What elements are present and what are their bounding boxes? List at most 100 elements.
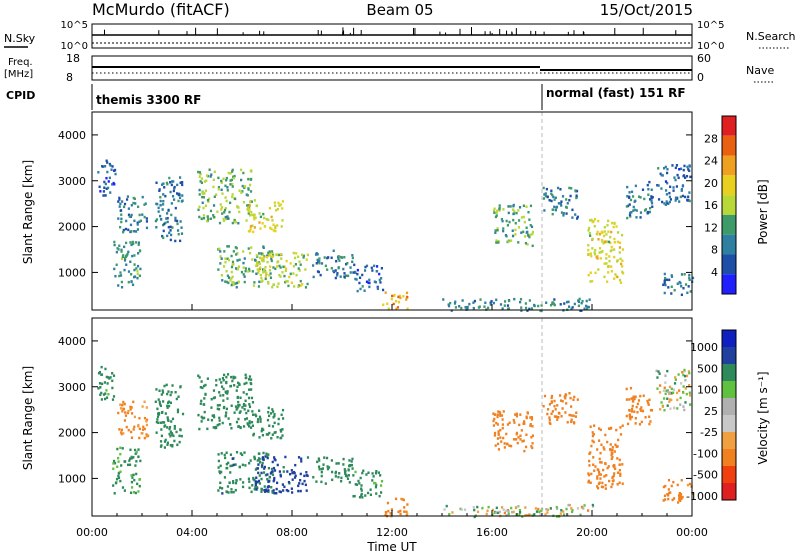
- scatter-cell: [255, 480, 258, 483]
- scatter-cell: [136, 482, 139, 486]
- scatter-cell: [169, 430, 172, 434]
- scatter-cell: [499, 412, 502, 415]
- scatter-cell: [589, 425, 592, 428]
- scatter-cell: [506, 442, 509, 446]
- scatter-cell: [199, 385, 202, 389]
- scatter-cell: [108, 377, 111, 380]
- scatter-cell: [250, 382, 253, 386]
- scatter-cell: [267, 218, 270, 222]
- scatter-cell: [218, 403, 221, 407]
- scatter-cell: [643, 209, 647, 212]
- scatter-cell: [330, 266, 333, 270]
- scatter-cell: [227, 171, 230, 175]
- scatter-cell: [593, 251, 596, 254]
- scatter-cell: [626, 195, 629, 198]
- scatter-cell: [610, 485, 613, 489]
- scatter-cell: [222, 219, 226, 222]
- scatter-cell: [248, 375, 252, 378]
- scatter-cell: [528, 307, 531, 311]
- scatter-cell: [278, 204, 281, 207]
- scatter-cell: [517, 219, 521, 222]
- scatter-cell: [514, 506, 518, 510]
- scatter-cell: [518, 513, 521, 517]
- scatter-cell: [661, 405, 665, 408]
- scatter-cell: [166, 443, 169, 446]
- scatter-cell: [230, 488, 233, 491]
- scatter-cell: [668, 195, 672, 199]
- scatter-cell: [218, 486, 222, 489]
- scatter-cell: [112, 374, 116, 377]
- scatter-cell: [380, 479, 384, 483]
- scatter-cell: [226, 189, 229, 192]
- scatter-cell: [542, 186, 545, 190]
- scatter-cell: [295, 252, 298, 255]
- scatter-cell: [107, 180, 110, 183]
- scatter-cell: [226, 373, 230, 376]
- scatter-cell: [216, 407, 219, 411]
- scatter-cell: [161, 223, 165, 227]
- scatter-cell: [155, 388, 158, 391]
- scatter-cell: [276, 463, 279, 467]
- scatter-cell: [181, 183, 184, 187]
- scatter-cell: [557, 415, 560, 419]
- scatter-cell: [322, 463, 325, 466]
- scatter-cell: [258, 280, 261, 284]
- scatter-cell: [626, 185, 629, 189]
- scatter-cell: [374, 471, 378, 475]
- scatter-cell: [665, 389, 668, 392]
- scatter-cell: [493, 211, 496, 214]
- scatter-cell: [675, 391, 679, 395]
- scatter-cell: [251, 224, 254, 227]
- scatter-cell: [321, 467, 325, 470]
- scatter-cell: [266, 473, 269, 476]
- velocity-colorbar-swatch: [722, 364, 736, 381]
- scatter-cell: [683, 408, 686, 412]
- scatter-cell: [644, 416, 647, 419]
- scatter-cell: [230, 265, 234, 269]
- scatter-cell: [260, 280, 263, 283]
- scatter-cell: [198, 171, 202, 174]
- scatter-cell: [279, 474, 282, 478]
- scatter-cell: [598, 247, 602, 250]
- scatter-cell: [134, 464, 137, 467]
- scatter-cell: [225, 178, 228, 182]
- scatter-cell: [562, 510, 565, 513]
- scatter-cell: [679, 195, 682, 199]
- scatter-cell: [345, 274, 348, 277]
- scatter-cell: [113, 492, 116, 495]
- scatter-cell: [132, 428, 135, 431]
- scatter-cell: [572, 398, 575, 401]
- scatter-cell: [276, 481, 279, 485]
- scatter-cell: [160, 218, 163, 221]
- scatter-cell: [179, 220, 182, 223]
- scatter-cell: [680, 187, 684, 191]
- scatter-cell: [688, 276, 691, 280]
- velocity-colorbar-tick: 500: [697, 362, 718, 375]
- scatter-cell: [593, 424, 596, 427]
- scatter-cell: [524, 242, 528, 245]
- scatter-cell: [130, 230, 133, 233]
- scatter-cell: [493, 511, 496, 515]
- scatter-cell: [676, 483, 679, 487]
- scatter-cell: [225, 462, 228, 466]
- scatter-cell: [584, 304, 588, 308]
- scatter-cell: [138, 484, 141, 488]
- scatter-cell: [668, 398, 672, 401]
- scatter-cell: [679, 493, 683, 496]
- scatter-cell: [204, 393, 207, 396]
- scatter-cell: [243, 257, 246, 260]
- scatter-cell: [113, 183, 116, 186]
- scatter-cell: [141, 213, 144, 216]
- scatter-cell: [260, 252, 263, 255]
- scatter-cell: [214, 425, 217, 429]
- scatter-cell: [231, 182, 234, 186]
- scatter-cell: [274, 431, 277, 434]
- scatter-cell: [258, 262, 261, 266]
- scatter-cell: [616, 471, 620, 474]
- scatter-cell: [248, 267, 251, 271]
- scatter-cell: [686, 483, 690, 487]
- scatter-cell: [265, 433, 268, 436]
- scatter-cell: [219, 464, 222, 468]
- scatter-cell: [273, 476, 276, 480]
- scatter-cell: [172, 180, 175, 183]
